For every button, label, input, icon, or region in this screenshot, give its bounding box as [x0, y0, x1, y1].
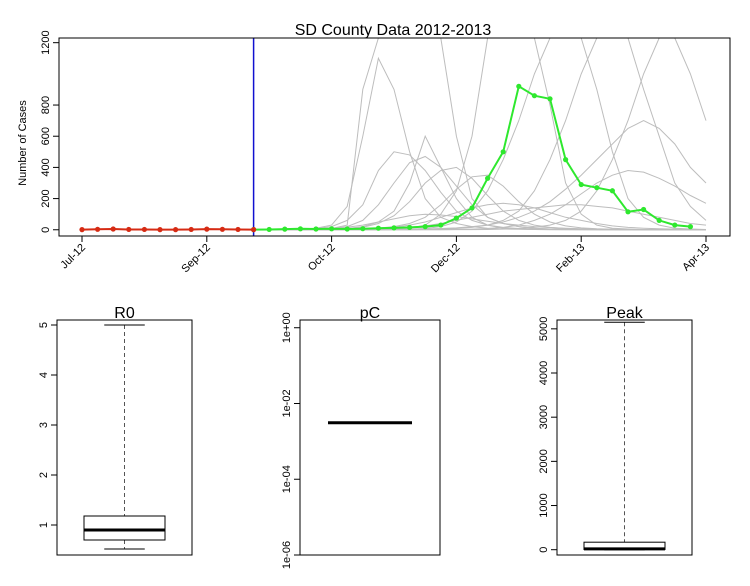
simulation-line-2: [253, 151, 706, 231]
peak-boxplot-panel: Peak 0 1000 2000 3000 4000 5000: [538, 305, 693, 556]
forecast-point: [625, 209, 631, 215]
y-tick-label: 1000: [538, 493, 550, 517]
forecast-point: [453, 215, 459, 221]
y-tick-label: 5000: [538, 317, 550, 341]
y-tick-label: 3000: [538, 405, 550, 429]
forecast-point: [438, 222, 444, 228]
y-axis: 0 200 400 600 800 1200: [40, 30, 59, 233]
observed-point: [204, 226, 210, 232]
forecast-point: [407, 224, 413, 231]
y-tick-label: 800: [40, 96, 52, 114]
forecast-point: [547, 96, 553, 102]
simulation-line-10: [253, 38, 707, 231]
y-tick-label: 0: [40, 227, 52, 233]
y-axis-label: Number of Cases: [17, 100, 29, 186]
y-tick-label: 200: [40, 189, 52, 207]
observed-point: [251, 227, 257, 233]
simulation-curves: [253, 38, 707, 231]
forecast-point: [594, 185, 600, 191]
forecast-point: [375, 225, 381, 231]
forecast-point: [672, 222, 678, 228]
y-tick-label: 4: [38, 372, 50, 378]
y-tick-label: 400: [40, 158, 52, 176]
forecast-point: [313, 226, 319, 232]
boxplot-title: R0: [114, 305, 135, 322]
y-tick-label: 5: [38, 322, 50, 328]
observed-point: [173, 227, 179, 233]
r0-boxplot-panel: R0 1 2 3 4 5: [38, 305, 193, 556]
observed-point: [141, 226, 147, 233]
y-tick-label: 2: [38, 472, 50, 478]
observed-and-forecast: [79, 38, 694, 236]
forecast-point: [578, 181, 584, 188]
forecast-point: [687, 224, 694, 230]
x-tick-label: Feb-13: [554, 242, 587, 275]
x-axis: Jul-12 Sep-12 Oct-12 Dec-12 Feb-13 Apr-13: [58, 236, 712, 275]
forecast-point: [485, 175, 491, 181]
boxplot-frame: [299, 319, 441, 556]
forecast-point: [282, 226, 288, 232]
iqr-box: [83, 515, 166, 541]
y-tick-label: 1: [38, 522, 50, 528]
observed-point: [157, 227, 163, 233]
y-tick-label: 3: [38, 422, 50, 428]
forecast-point: [531, 93, 538, 99]
forecast-point: [360, 226, 366, 232]
observed-point: [126, 226, 132, 233]
forecast-point: [500, 149, 506, 155]
y-tick-label: 1e+00: [281, 312, 293, 343]
boxplot-frame: [556, 319, 693, 556]
observed-point: [219, 226, 225, 232]
forecast-point: [297, 226, 303, 232]
forecast-point: [641, 206, 647, 213]
forecast-point: [563, 157, 569, 163]
plot-frame: [58, 37, 731, 237]
forecast-point: [329, 226, 335, 232]
x-tick-label: Dec-12: [429, 242, 463, 276]
forecast-point: [656, 217, 662, 224]
pc-boxplot-panel: pC 1e-06 1e-04 1e-02 1e+00: [281, 305, 441, 569]
timeseries-panel: SD County Data 2012-2013 0 200 400 600 800 12…: [17, 22, 731, 275]
y-tick-label: 1200: [40, 30, 52, 54]
y-tick-label: 0: [538, 547, 550, 553]
forecast-point: [516, 83, 522, 89]
observed-point: [110, 226, 116, 232]
forecast-point: [391, 225, 397, 231]
observed-point: [188, 226, 194, 233]
x-tick-label: Sep-12: [179, 242, 213, 276]
forecast-point: [266, 226, 272, 233]
y-tick-label: 1e-06: [281, 541, 293, 569]
x-tick-label: Jul-12: [58, 242, 88, 272]
y-tick-label: 2000: [538, 449, 550, 473]
observed-point: [235, 226, 241, 233]
y-tick-label: 1e-04: [281, 465, 293, 493]
x-tick-label: Oct-12: [306, 242, 338, 274]
observed-point: [95, 226, 101, 232]
forecast-point: [422, 224, 428, 230]
y-tick-label: 600: [40, 127, 52, 145]
observed-line: [81, 227, 254, 231]
observed-point: [79, 227, 85, 233]
forecast-point: [469, 205, 475, 211]
forecast-point: [609, 188, 616, 194]
forecast-point: [344, 226, 350, 232]
boxplot-frame: [56, 319, 193, 556]
boxplot-title: Peak: [606, 305, 643, 322]
boxplot-title: pC: [360, 305, 380, 322]
x-tick-label: Apr-13: [680, 242, 712, 274]
y-tick-label: 1e-02: [281, 389, 293, 417]
y-tick-label: 4000: [538, 361, 550, 385]
chart-title: SD County Data 2012-2013: [295, 22, 492, 39]
